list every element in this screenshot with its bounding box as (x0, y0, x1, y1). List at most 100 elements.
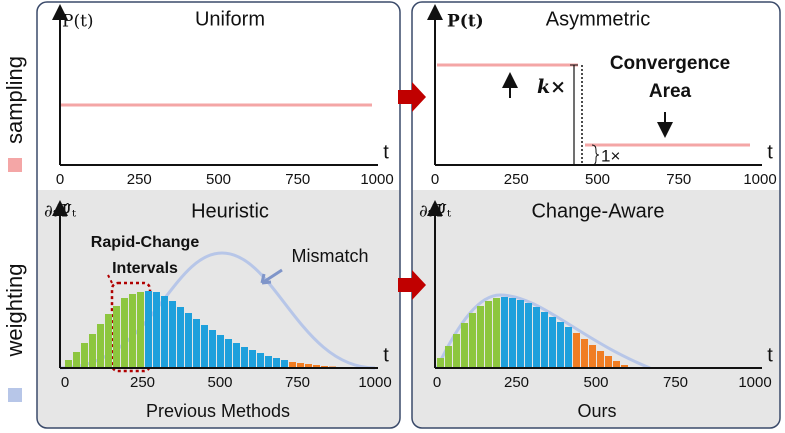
bar (613, 361, 620, 368)
bar (73, 352, 80, 368)
bar (177, 307, 184, 368)
x-tick-label: 0 (61, 374, 69, 391)
x-tick-label: 750 (666, 171, 691, 188)
bar (437, 358, 444, 368)
bar (153, 292, 160, 368)
x-tick-label: 750 (285, 374, 310, 391)
bar (201, 325, 208, 368)
bar (129, 294, 136, 368)
x-tick-label: 750 (285, 171, 310, 188)
bar (97, 324, 104, 368)
bar (169, 301, 176, 368)
caption: Previous Methods (146, 401, 290, 421)
bar (541, 312, 548, 368)
convergence-label: Area (649, 81, 692, 102)
x-tick-label: 0 (56, 171, 64, 188)
bar (461, 323, 468, 368)
one-label: 1× (601, 146, 620, 165)
x-tick-label: 250 (504, 171, 529, 188)
bar (605, 356, 612, 368)
x-label: t (767, 344, 773, 366)
bar (597, 351, 604, 368)
x-tick-label: 1000 (743, 171, 776, 188)
envelope-curve (435, 293, 651, 370)
bar (145, 291, 152, 368)
bar (445, 346, 452, 368)
bar (241, 347, 248, 368)
bar (493, 298, 500, 368)
connector (107, 274, 113, 284)
bar (509, 298, 516, 368)
legend-swatch (8, 388, 22, 402)
panel-title: Asymmetric (546, 8, 650, 30)
x-tick-label: 500 (585, 171, 610, 188)
x-tick-label: 0 (431, 171, 439, 188)
convergence-label: Convergence (610, 53, 730, 74)
bar (281, 360, 288, 368)
bar (589, 345, 596, 368)
panel-title: Uniform (195, 8, 265, 30)
x-tick-label: 750 (663, 374, 688, 391)
bar (185, 313, 192, 368)
bar (573, 333, 580, 368)
bar (581, 339, 588, 368)
bar (217, 335, 224, 368)
x-tick-label: 1000 (358, 374, 391, 391)
bar (161, 296, 168, 368)
rapid-change-label: Intervals (112, 260, 178, 277)
bar (121, 298, 128, 368)
bar (469, 313, 476, 368)
x-tick-label: 250 (127, 171, 152, 188)
bar (533, 307, 540, 368)
panel-title: Heuristic (191, 200, 269, 222)
x-tick-label: 250 (130, 374, 155, 391)
side-label: weighting (2, 264, 27, 358)
bar (257, 353, 264, 368)
caption: Ours (577, 401, 616, 421)
mismatch-label: Mismatch (291, 246, 368, 266)
bar (525, 303, 532, 368)
x-tick-label: 1000 (738, 374, 771, 391)
y-label: ∂ₜΨ̂ₜ (44, 202, 77, 222)
bar (565, 327, 572, 368)
bar (621, 365, 628, 368)
arrow (398, 82, 426, 112)
y-label: ∂ₜΨ̂ₜ (419, 202, 452, 222)
x-tick-label: 500 (583, 374, 608, 391)
bar (105, 314, 112, 368)
x-tick-label: 500 (207, 374, 232, 391)
x-label: t (383, 141, 389, 163)
bar (193, 319, 200, 368)
bar (225, 339, 232, 368)
bar (501, 297, 508, 368)
x-tick-label: 500 (206, 171, 231, 188)
legend-swatch (8, 158, 22, 172)
bar (137, 292, 144, 368)
bar (81, 343, 88, 368)
x-tick-label: 1000 (360, 171, 393, 188)
bar (305, 364, 312, 368)
bar (313, 365, 320, 368)
panel-title: Change-Aware (531, 200, 664, 222)
bar (113, 306, 120, 368)
rapid-change-label: Rapid-Change (91, 234, 200, 251)
bar (453, 334, 460, 368)
bar (265, 356, 272, 368)
bar (65, 360, 72, 368)
bar (549, 317, 556, 368)
asymmetric-shapes (437, 63, 750, 166)
k-label: k× (537, 76, 566, 98)
x-label: t (383, 344, 389, 366)
bar (297, 363, 304, 368)
arrow (398, 270, 426, 300)
x-tick-label: 0 (433, 374, 441, 391)
x-label: t (767, 141, 773, 163)
bar (89, 334, 96, 368)
y-label: P(t) (447, 12, 484, 32)
bar (209, 330, 216, 368)
bar (485, 301, 492, 368)
bar (557, 322, 564, 368)
bar (477, 306, 484, 368)
bar (289, 362, 296, 368)
